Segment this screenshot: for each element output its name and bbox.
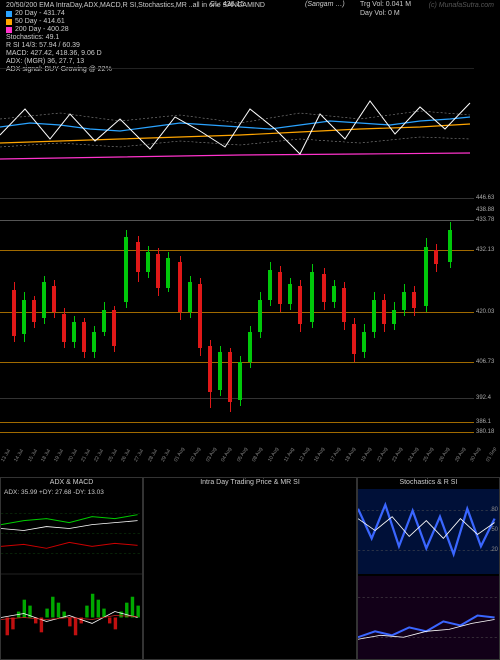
- watermark: (c) MunafaSutra.com: [429, 2, 494, 9]
- rsi-label: R SI 14/3: 57.94 / 60.39: [6, 42, 80, 49]
- close-price: CL: 436.15: [210, 1, 244, 8]
- trg-vol: Trg Vol: 0.041 M: [360, 1, 411, 8]
- date-axis: 13 Jul14 Jul15 Jul18 Jul19 Jul20 Jul21 J…: [0, 452, 474, 474]
- day-vol: Day Vol: 0 M: [360, 10, 400, 17]
- ema20-label: 20 Day - 431.74: [15, 10, 65, 17]
- scale-50: 50: [491, 527, 498, 533]
- price-axis: 446.63438.88433.78432.13420.03406.73392.…: [474, 192, 500, 452]
- candlestick-chart[interactable]: [0, 192, 474, 452]
- ema50-swatch: [6, 19, 12, 25]
- ema50-label: 50 Day - 414.61: [15, 18, 65, 25]
- panel2-title: Intra Day Trading Price & MR SI: [146, 479, 354, 486]
- adx-values: ADX: 35.99 +DY: 27.68 -DY: 13.03: [4, 489, 104, 496]
- panel-intraday[interactable]: Intra Day Trading Price & MR SI: [143, 477, 357, 660]
- panel-adx-macd[interactable]: ADX & MACD ADX: 35.99 +DY: 27.68 -DY: 13…: [0, 477, 143, 660]
- scale-20: 20: [491, 547, 498, 553]
- upper-indicator-chart[interactable]: [0, 68, 474, 180]
- panel3-title: Stochastics & R SI: [360, 479, 497, 486]
- panel1-title: ADX & MACD: [3, 479, 140, 486]
- company: (Sangam …): [305, 1, 345, 8]
- stoch-label: Stochastics: 49.1: [6, 34, 59, 41]
- sub-panels: ADX & MACD ADX: 35.99 +DY: 27.68 -DY: 13…: [0, 477, 500, 660]
- scale-80: 80: [491, 507, 498, 513]
- panel-stoch-rsi[interactable]: Stochastics & R SI 80 50 20: [357, 477, 500, 660]
- adx-label: ADX: (MGR) 36, 27.7, 13: [6, 58, 84, 65]
- header: 20/50/200 EMA IntraDay,ADX,MACD,R SI,Sto…: [0, 0, 500, 68]
- ema20-swatch: [6, 11, 12, 17]
- ema200-swatch: [6, 27, 12, 33]
- ema200-label: 200 Day - 400.28: [15, 26, 69, 33]
- macd-label: MACD: 427.42, 418.36, 9.06 D: [6, 50, 102, 57]
